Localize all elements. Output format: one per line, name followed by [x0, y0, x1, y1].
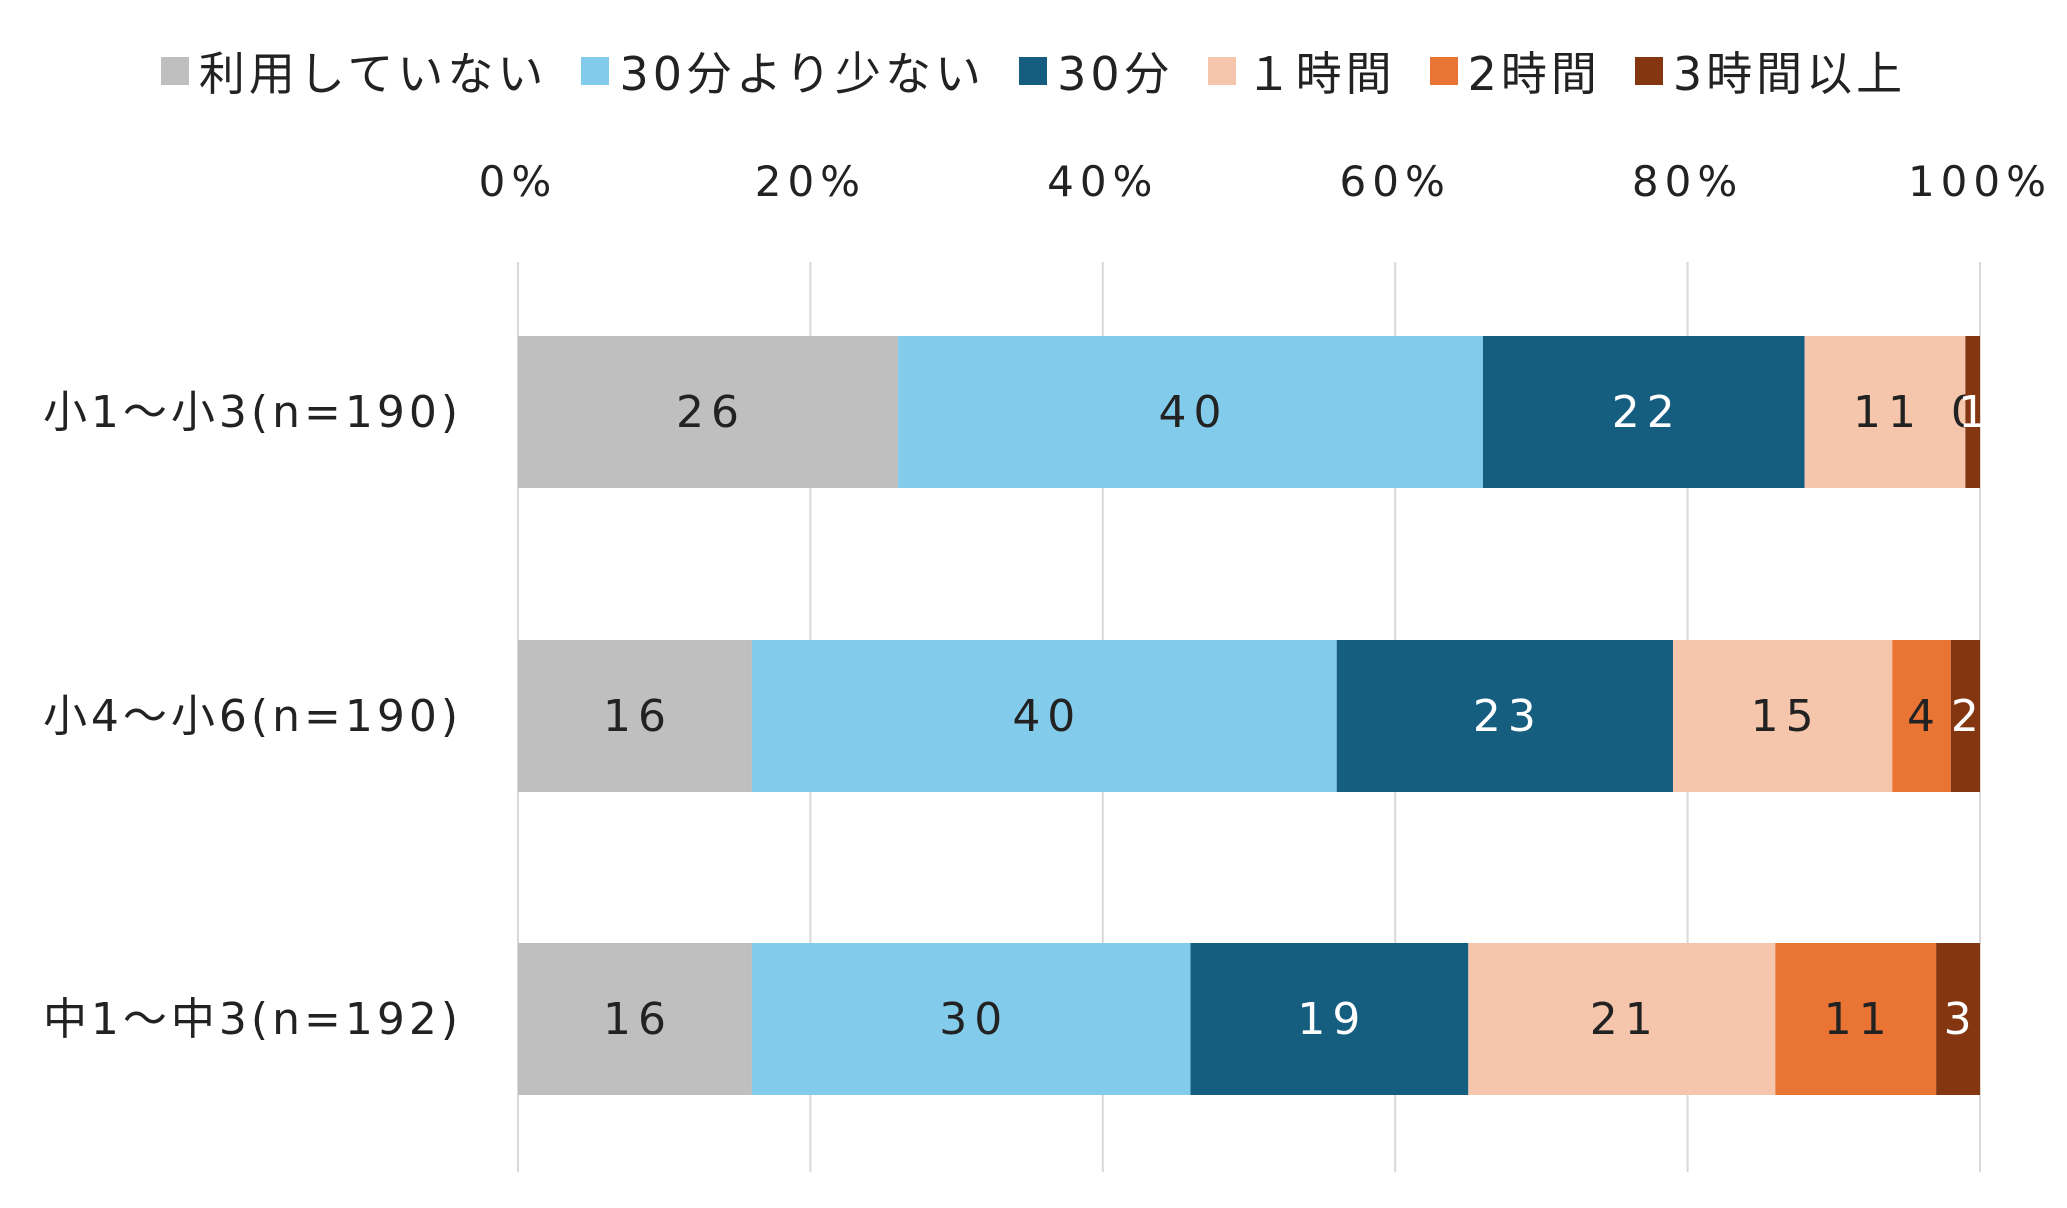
- legend: 利用していない 30分より少ない 30分 １時間 2時間 3時間以上: [0, 38, 2067, 104]
- data-label: 2: [1951, 691, 1986, 742]
- bar-segment: [1190, 943, 1469, 1095]
- legend-label: 30分より少ない: [619, 47, 986, 101]
- legend-swatch: [1429, 57, 1458, 85]
- bar-segment: [1468, 943, 1776, 1095]
- legend-swatch: [1019, 57, 1048, 85]
- bar-segment: [751, 640, 1337, 792]
- category-label: 小4～小6(n=190): [43, 691, 462, 742]
- data-label: 19: [1297, 994, 1367, 1045]
- bar-segment: [518, 336, 899, 488]
- data-label: 15: [1751, 691, 1821, 742]
- x-tick-label: 60%: [1340, 157, 1451, 206]
- bar-segment: [1950, 640, 1980, 792]
- data-label: 3: [1944, 994, 1979, 1045]
- data-label: 11: [1853, 387, 1923, 438]
- legend-item: 30分より少ない: [581, 38, 985, 104]
- legend-item: 30分: [1019, 38, 1174, 104]
- bar-segment: [898, 336, 1483, 488]
- legend-label: 30分: [1057, 47, 1174, 101]
- legend-label: １時間: [1245, 47, 1396, 101]
- data-label: 1: [1958, 387, 1993, 438]
- data-label: 26: [676, 387, 746, 438]
- data-label: 23: [1473, 691, 1543, 742]
- category-label: 中1～中3(n=192): [43, 994, 462, 1045]
- x-tick-label: 0%: [479, 157, 558, 206]
- legend-item: 2時間: [1429, 38, 1601, 104]
- bar-segment: [1672, 640, 1893, 792]
- bar-segment: [751, 943, 1191, 1095]
- x-tick-label: 20%: [755, 157, 866, 206]
- legend-label: 3時間以上: [1672, 47, 1907, 101]
- data-label: 22: [1612, 387, 1682, 438]
- data-label: 40: [1012, 691, 1082, 742]
- x-tick-label: 40%: [1047, 157, 1158, 206]
- data-label: 4: [1907, 691, 1942, 742]
- legend-swatch: [1634, 57, 1663, 85]
- legend-swatch: [160, 57, 189, 85]
- bar-segment: [1775, 943, 1937, 1095]
- bar-segment: [1936, 943, 1980, 1095]
- x-tick-label: 80%: [1632, 157, 1743, 206]
- data-label: 16: [603, 994, 673, 1045]
- data-label: 40: [1159, 387, 1229, 438]
- bar-segment: [1482, 336, 1805, 488]
- data-label: 21: [1590, 994, 1660, 1045]
- legend-item: １時間: [1207, 38, 1396, 104]
- bar-segment: [518, 943, 752, 1095]
- data-label: 11: [1824, 994, 1894, 1045]
- legend-swatch: [581, 57, 610, 85]
- category-label: 小1～小3(n=190): [43, 387, 462, 438]
- bar-segment: [1804, 336, 1966, 488]
- data-label: 16: [603, 691, 673, 742]
- bar-segment: [1892, 640, 1951, 792]
- legend-swatch: [1207, 57, 1236, 85]
- legend-label: 2時間: [1467, 47, 1601, 101]
- legend-item: 利用していない: [160, 38, 548, 104]
- legend-item: 3時間以上: [1634, 38, 1907, 104]
- bar-segment: [1965, 336, 1980, 488]
- legend-label: 利用していない: [198, 47, 548, 101]
- bar-segment: [518, 640, 752, 792]
- data-label: 30: [939, 994, 1009, 1045]
- x-tick-label: 100%: [1908, 157, 2052, 206]
- bar-segment: [1336, 640, 1673, 792]
